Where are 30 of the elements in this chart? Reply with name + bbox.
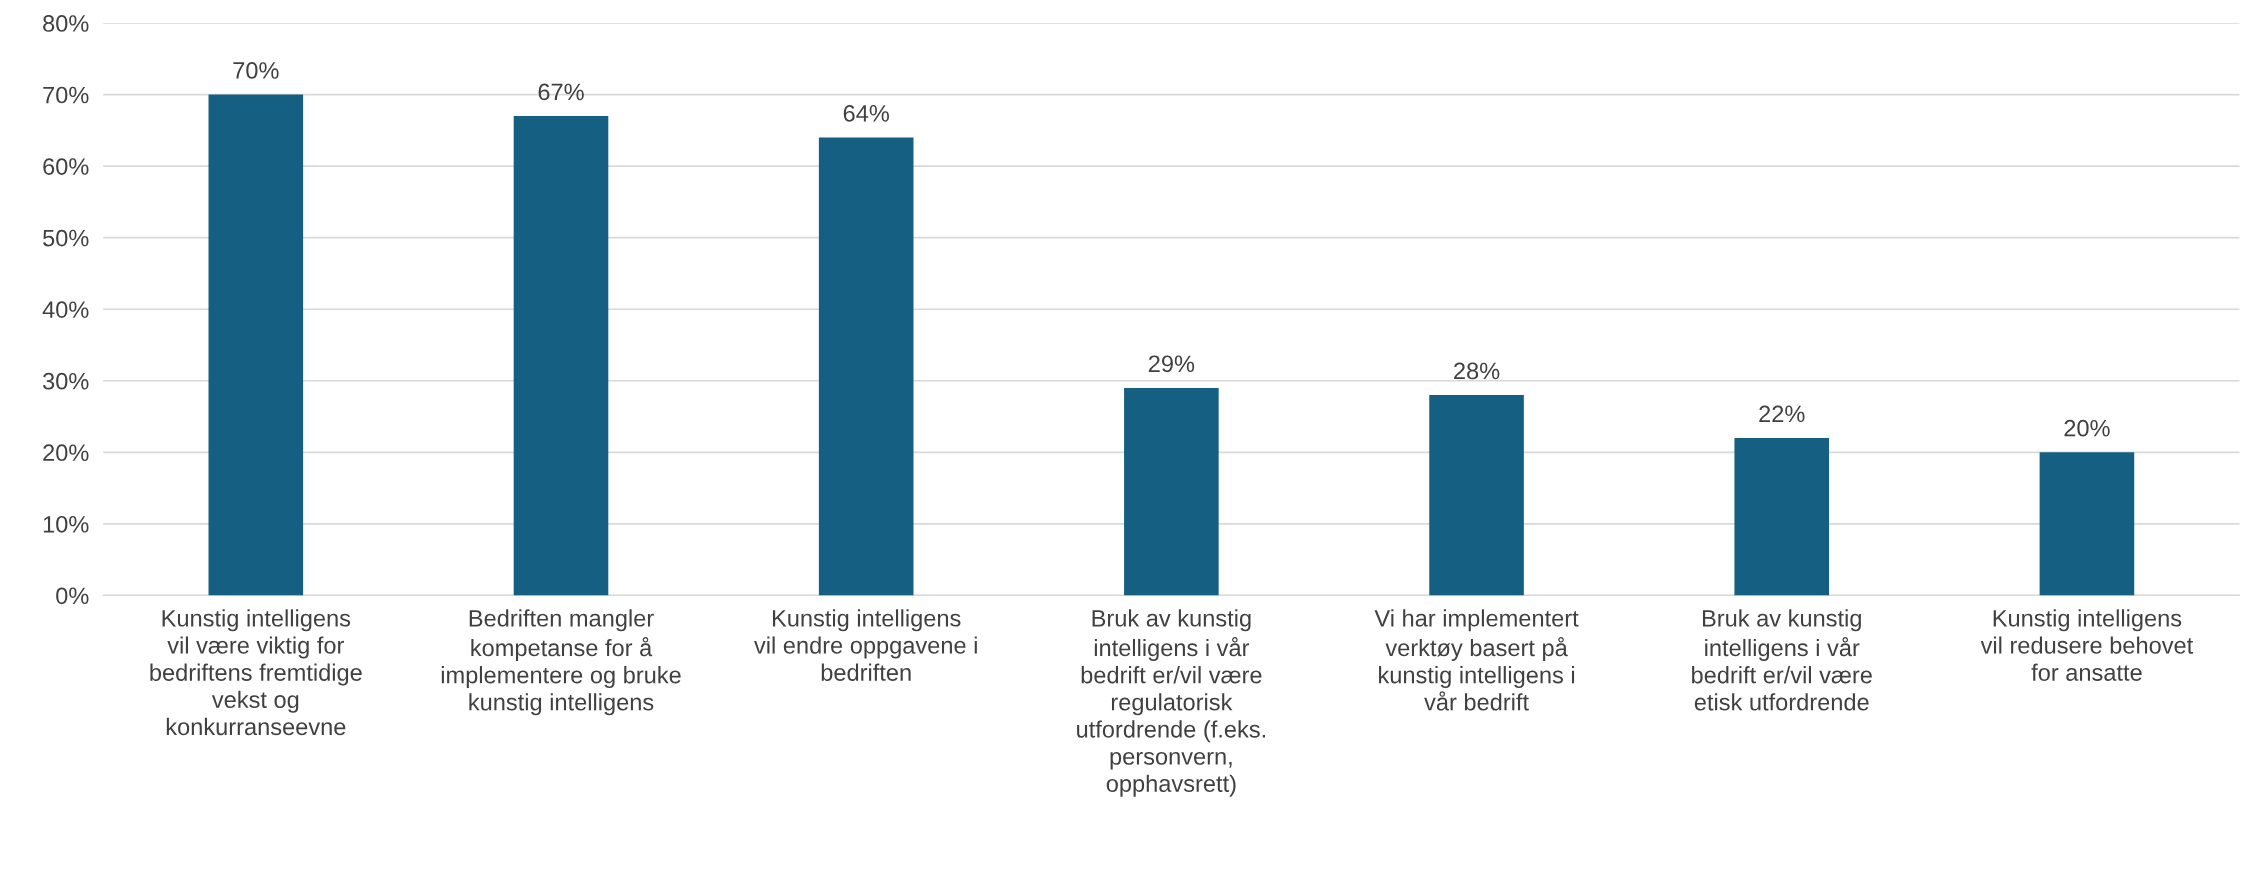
bar: [818, 137, 914, 596]
data-label: 20%: [2064, 419, 2110, 437]
x-tick-label: Bruk av kunstig intelligens i vår bedrift er/vil være etisk utfordrende: [1692, 609, 1872, 711]
x-tick-label: Kunstig intelligens vil endre oppgavene i bedriften: [754, 609, 977, 681]
y-tick-label: 50%: [43, 229, 89, 247]
bar: [1734, 437, 1830, 596]
y-tick-label: 60%: [43, 158, 89, 175]
bar: [2039, 452, 2135, 596]
x-tick-label: Bruk av kunstig intelligens i vår bedrift er/vil være regulatorisk utfordrende (f.eks. personvern, opphavsrett): [1077, 609, 1266, 797]
y-tick-label: 30%: [42, 372, 89, 390]
x-tick-label: Kunstig intelligens vil redusere behovet for ansatte: [1980, 609, 2194, 681]
x-tick-label: Kunstig intelligens vil være viktig for bedriftens fremtidige vekst og konkurranseevne: [150, 609, 362, 736]
y-tick-label: 0%: [56, 587, 89, 605]
data-label: 29%: [1148, 355, 1195, 373]
bar: [1124, 387, 1219, 596]
x-tick-label: Vi har implementert verktøy basert på kunstig intelligens i vår bedrift: [1374, 609, 1579, 711]
data-label: 22%: [1759, 405, 1805, 423]
data-label: 70%: [233, 62, 279, 79]
y-tick-label: 80%: [43, 15, 89, 32]
x-tick-label: Bedriften mangler kompetanse for å implementere og bruke kunstig intelligens: [441, 609, 681, 716]
data-label: 28%: [1454, 362, 1500, 380]
data-label: 67%: [538, 83, 584, 101]
bar: [513, 116, 609, 596]
y-tick-label: 20%: [43, 444, 89, 462]
y-tick-label: 40%: [42, 301, 89, 318]
bar: [208, 94, 304, 596]
y-tick-label: 70%: [43, 86, 89, 104]
data-label: 64%: [843, 105, 889, 122]
bar: [1429, 395, 1524, 596]
y-tick-label: 10%: [43, 515, 89, 533]
